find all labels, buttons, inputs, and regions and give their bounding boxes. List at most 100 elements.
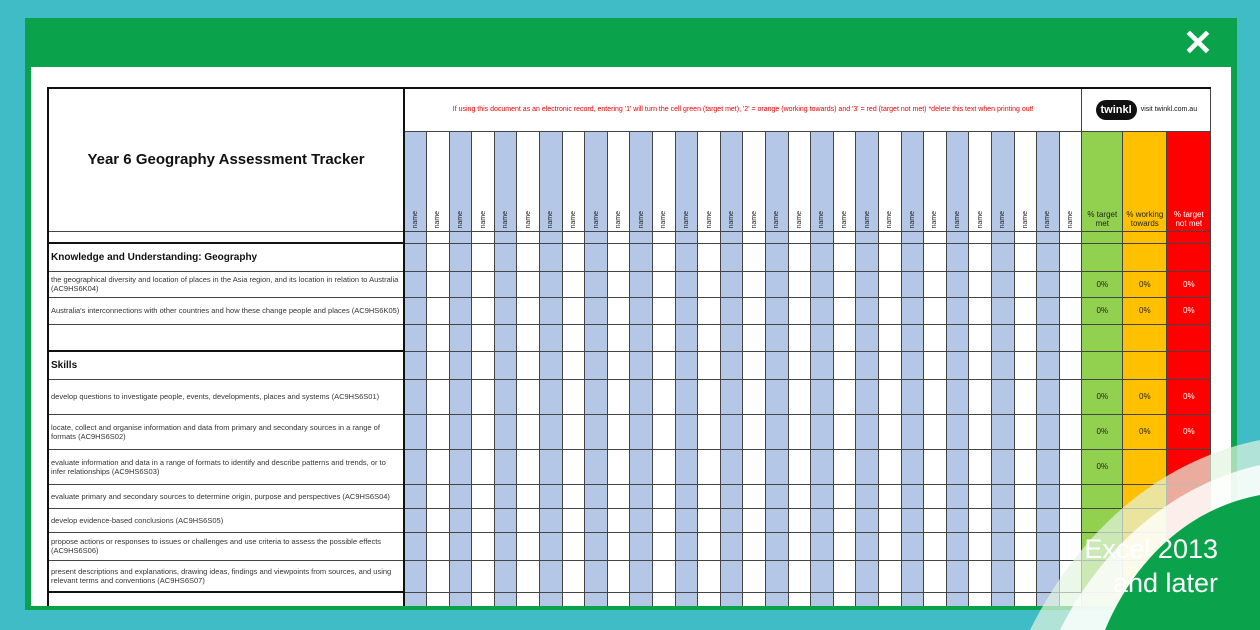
student-cell[interactable]: [561, 413, 586, 450]
student-cell[interactable]: [719, 378, 744, 415]
student-cell[interactable]: [516, 296, 541, 325]
student-cell[interactable]: [855, 448, 879, 485]
student-cell[interactable]: [787, 559, 812, 593]
student-cell[interactable]: [719, 531, 744, 561]
student-name-header[interactable]: name: [1036, 130, 1060, 232]
student-cell[interactable]: [697, 507, 721, 533]
student-cell[interactable]: [1036, 270, 1060, 298]
student-cell[interactable]: [923, 296, 947, 325]
student-cell[interactable]: [629, 296, 654, 325]
student-cell[interactable]: [674, 270, 699, 298]
student-cell[interactable]: [877, 531, 902, 561]
student-cell[interactable]: [945, 448, 970, 485]
student-cell[interactable]: [765, 413, 789, 450]
student-cell[interactable]: [493, 591, 518, 606]
student-name-header[interactable]: name: [539, 130, 563, 232]
student-cell[interactable]: [471, 296, 495, 325]
student-cell[interactable]: [990, 413, 1015, 450]
student-cell[interactable]: [674, 296, 699, 325]
student-cell[interactable]: [900, 350, 925, 380]
student-cell[interactable]: [448, 270, 473, 298]
student-cell[interactable]: [945, 591, 970, 606]
student-name-header[interactable]: name: [877, 130, 902, 232]
student-cell[interactable]: [493, 531, 518, 561]
student-cell[interactable]: [674, 413, 699, 450]
student-cell[interactable]: [1013, 323, 1038, 352]
student-cell[interactable]: [561, 323, 586, 352]
student-cell[interactable]: [855, 591, 879, 606]
student-cell[interactable]: [742, 483, 766, 509]
student-cell[interactable]: [426, 296, 450, 325]
student-cell[interactable]: [629, 270, 654, 298]
student-cell[interactable]: [1036, 448, 1060, 485]
student-cell[interactable]: [810, 413, 834, 450]
student-cell[interactable]: [1058, 242, 1083, 272]
student-cell[interactable]: [584, 507, 608, 533]
student-cell[interactable]: [832, 531, 857, 561]
student-cell[interactable]: [516, 350, 541, 380]
student-cell[interactable]: [516, 448, 541, 485]
student-cell[interactable]: [832, 507, 857, 533]
student-cell[interactable]: [426, 413, 450, 450]
student-cell[interactable]: [403, 270, 428, 298]
student-cell[interactable]: [471, 483, 495, 509]
student-cell[interactable]: [719, 483, 744, 509]
student-cell[interactable]: [448, 350, 473, 380]
student-cell[interactable]: [900, 531, 925, 561]
student-cell[interactable]: [448, 507, 473, 533]
student-cell[interactable]: [584, 378, 608, 415]
student-cell[interactable]: [1013, 531, 1038, 561]
student-cell[interactable]: [945, 531, 970, 561]
student-cell[interactable]: [629, 559, 654, 593]
student-cell[interactable]: [877, 296, 902, 325]
student-name-header[interactable]: name: [1013, 130, 1038, 232]
student-cell[interactable]: [471, 270, 495, 298]
student-cell[interactable]: [448, 448, 473, 485]
student-cell[interactable]: [403, 323, 428, 352]
student-cell[interactable]: [652, 323, 676, 352]
student-cell[interactable]: [516, 559, 541, 593]
student-cell[interactable]: [855, 323, 879, 352]
student-cell[interactable]: [968, 230, 992, 244]
student-cell[interactable]: [426, 270, 450, 298]
student-cell[interactable]: [584, 448, 608, 485]
student-name-header[interactable]: name: [471, 130, 495, 232]
student-cell[interactable]: [629, 350, 654, 380]
student-cell[interactable]: [990, 483, 1015, 509]
student-cell[interactable]: [539, 242, 563, 272]
student-cell[interactable]: [493, 323, 518, 352]
student-cell[interactable]: [923, 350, 947, 380]
student-cell[interactable]: [742, 296, 766, 325]
student-cell[interactable]: [765, 350, 789, 380]
student-cell[interactable]: [629, 413, 654, 450]
student-cell[interactable]: [945, 559, 970, 593]
student-cell[interactable]: [471, 591, 495, 606]
student-cell[interactable]: [855, 270, 879, 298]
student-cell[interactable]: [945, 507, 970, 533]
student-cell[interactable]: [719, 591, 744, 606]
student-cell[interactable]: [990, 270, 1015, 298]
student-cell[interactable]: [810, 323, 834, 352]
student-cell[interactable]: [1036, 413, 1060, 450]
student-cell[interactable]: [968, 270, 992, 298]
student-cell[interactable]: [855, 413, 879, 450]
student-cell[interactable]: [945, 296, 970, 325]
student-cell[interactable]: [810, 242, 834, 272]
student-cell[interactable]: [471, 507, 495, 533]
student-cell[interactable]: [877, 350, 902, 380]
student-cell[interactable]: [990, 296, 1015, 325]
student-cell[interactable]: [697, 296, 721, 325]
student-cell[interactable]: [471, 230, 495, 244]
student-cell[interactable]: [1013, 296, 1038, 325]
student-cell[interactable]: [968, 242, 992, 272]
student-cell[interactable]: [426, 378, 450, 415]
student-cell[interactable]: [629, 323, 654, 352]
student-cell[interactable]: [765, 323, 789, 352]
student-cell[interactable]: [900, 591, 925, 606]
student-cell[interactable]: [1058, 413, 1083, 450]
student-cell[interactable]: [719, 413, 744, 450]
student-cell[interactable]: [832, 448, 857, 485]
student-cell[interactable]: [1036, 323, 1060, 352]
student-cell[interactable]: [561, 230, 586, 244]
student-cell[interactable]: [403, 242, 428, 272]
